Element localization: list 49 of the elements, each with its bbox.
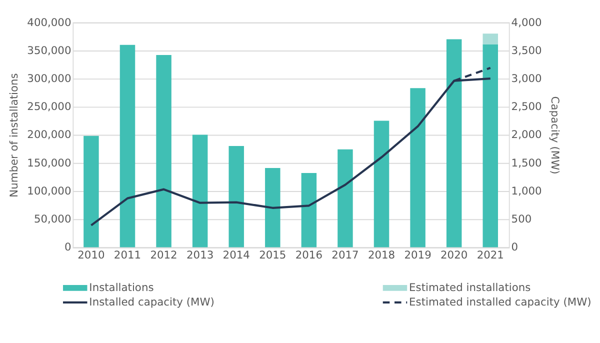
y-tick-label: 250,000: [27, 100, 72, 114]
y2-tick-label: 4,000: [511, 16, 542, 29]
y2-tick-label: 1,000: [511, 184, 542, 198]
x-tick-label: 2018: [368, 248, 396, 262]
bar: [482, 44, 498, 248]
legend-label: Estimated installed capacity (MW): [409, 295, 592, 308]
legend-label: Estimated installations: [409, 280, 532, 294]
bar: [228, 146, 244, 248]
y2-axis-title: Capacity (MW): [548, 96, 562, 174]
y2-tick-label: 3,000: [511, 72, 542, 85]
x-tick-label: 2020: [440, 248, 468, 262]
bar: [410, 88, 426, 248]
bar: [265, 168, 280, 248]
x-tick-label: 2014: [222, 248, 250, 262]
y2-tick-label: 2,500: [511, 100, 542, 114]
x-tick-label: 2010: [78, 248, 105, 262]
legend-label: Installations: [89, 280, 154, 294]
bar: [374, 120, 390, 248]
bar: [84, 136, 99, 248]
x-tick-label: 2015: [259, 248, 286, 262]
y-tick-label: 100,000: [27, 184, 72, 198]
bar: [446, 39, 462, 248]
legend-label: Installed capacity (MW): [89, 295, 214, 308]
bar: [120, 44, 136, 248]
bar: [156, 54, 172, 248]
y2-tick-label: 0: [511, 240, 518, 254]
y-axis-title: Number of installations: [7, 72, 20, 198]
x-tick-label: 2019: [404, 248, 432, 262]
x-tick-label: 2017: [332, 248, 359, 262]
bar: [301, 173, 317, 248]
x-tick-label: 2012: [150, 248, 178, 262]
bar: [482, 34, 498, 44]
y-tick-label: 50,000: [34, 212, 72, 226]
y-tick-label: 0: [64, 240, 72, 254]
x-tick-label: 2011: [114, 248, 142, 262]
y-tick-label: 300,000: [27, 72, 72, 85]
x-tick-label: 2013: [186, 248, 214, 262]
y-tick-label: 400,000: [27, 16, 72, 29]
bar: [192, 134, 208, 248]
y2-tick-label: 500: [511, 212, 532, 226]
x-tick-label: 2021: [476, 248, 504, 262]
y-tick-label: 150,000: [27, 156, 72, 170]
y-tick-label: 350,000: [27, 44, 72, 57]
y-tick-label: 200,000: [27, 128, 72, 142]
y2-tick-label: 1,500: [511, 156, 542, 170]
y2-tick-label: 2,000: [511, 128, 542, 142]
x-tick-label: 2016: [295, 248, 323, 262]
y2-tick-label: 3,500: [511, 44, 542, 57]
bar: [338, 149, 353, 248]
